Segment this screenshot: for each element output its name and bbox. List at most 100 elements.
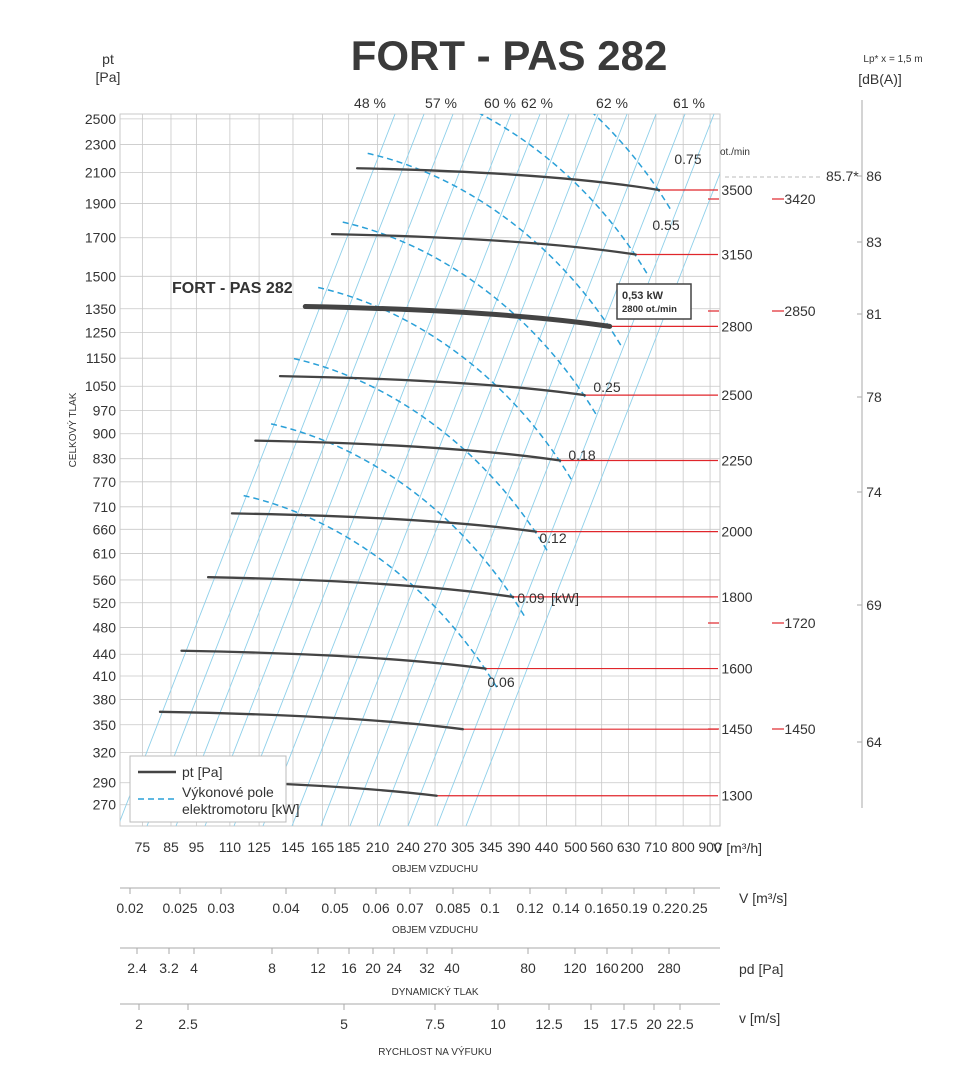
- scale-pd-tick-label: 280: [657, 960, 681, 976]
- scale-v-tick-label: 15: [583, 1016, 599, 1032]
- scale-m3s-tick-label: 0.12: [516, 900, 543, 916]
- pressure-curve-2800: [302, 304, 613, 329]
- sound-header-1: Lp* x = 1,5 m: [863, 54, 922, 65]
- x-tick-label: 85: [163, 839, 179, 855]
- y-tick-label: 270: [93, 797, 117, 813]
- legend-label-power-2: elektromotoru [kW]: [182, 801, 299, 817]
- power-curve: [243, 494, 500, 691]
- scale-m3s-tick-label: 0.03: [207, 900, 234, 916]
- y-tick-label: 1150: [86, 350, 116, 366]
- rpm-label: 2500: [721, 387, 752, 403]
- y-tick-label: 560: [93, 572, 117, 588]
- system-line: [320, 114, 599, 826]
- rpm-labels: 3500 3150 2800 2500 2250 2000 1800 1600 1450 1300: [721, 182, 752, 804]
- scale-pd-tick-label: 4: [190, 960, 198, 976]
- scale-v-tick-label: 5: [340, 1016, 348, 1032]
- y-tick-label: 1900: [85, 195, 116, 211]
- system-line: [378, 114, 657, 826]
- grid: [119, 113, 721, 827]
- rpm-label: 3500: [721, 182, 752, 198]
- y-tick-label: 2300: [85, 137, 116, 153]
- scale-m3s-tick-label: 0.04: [272, 900, 299, 916]
- x-tick-label: 75: [135, 839, 151, 855]
- sound-tick-label: 81: [866, 306, 882, 322]
- scale-v-tick-label: 7.5: [425, 1016, 445, 1032]
- sound-tick-label: 83: [866, 234, 882, 250]
- power-label: 0.75: [674, 151, 701, 167]
- curve-label: FORT - PAS 282: [172, 280, 293, 297]
- scale-pd-tick-label: 120: [563, 960, 587, 976]
- power-curve: [479, 114, 650, 277]
- power-labels: 0.75 0.55 0.25 0.18 0.12 0.09 0.06: [487, 151, 701, 690]
- system-line: [233, 114, 512, 826]
- y-axis-label-top: pt: [102, 51, 114, 67]
- power-label: 0.06: [487, 674, 514, 690]
- scale-pd-tick-label: 24: [386, 960, 402, 976]
- efficiency-label: 62 %: [521, 95, 553, 111]
- scale-pd-tick-label: 200: [620, 960, 644, 976]
- legend: pt [Pa] Výkonové pole elektromotoru [kW]: [129, 755, 299, 823]
- y-tick-label: 900: [93, 426, 117, 442]
- scale-m3s-tick-label: 0.19: [620, 900, 647, 916]
- y-tick-label: 830: [93, 451, 117, 467]
- system-line: [175, 114, 454, 826]
- y-tick-label: 2500: [85, 111, 116, 127]
- efficiency-lines: [120, 114, 720, 826]
- y-tick-label: 290: [93, 775, 117, 791]
- y-tick-label: 770: [93, 474, 117, 490]
- pressure-curve-3500: [355, 167, 661, 192]
- y-tick-label: 710: [93, 499, 117, 515]
- x-tick-label: 145: [281, 839, 305, 855]
- y-tick-label: 970: [93, 403, 117, 419]
- power-curve: [318, 286, 574, 483]
- power-curve: [270, 423, 527, 620]
- scale-m3s-tick-label: 0.14: [552, 900, 579, 916]
- scale-v-tick-label: 2.5: [178, 1016, 198, 1032]
- legend-label-pt: pt [Pa]: [182, 764, 222, 780]
- operating-point-speed: 2800 ot./min: [622, 304, 677, 315]
- scale-v-tick-label: 17.5: [610, 1016, 637, 1032]
- sound-tick-labels: 86 83 81 78 74 69 64: [725, 100, 882, 808]
- rpm-label: 3150: [721, 246, 752, 262]
- scale-v-tick-label: 20: [646, 1016, 662, 1032]
- rpm-label: 1600: [721, 661, 752, 677]
- y-tick-label: 1700: [85, 230, 116, 246]
- y-tick-label: 520: [93, 595, 117, 611]
- x-axis-unit: V [m³/h]: [713, 840, 762, 856]
- x-tick-label: 710: [644, 839, 668, 855]
- power-curve: [592, 114, 673, 213]
- power-label: 0.25: [593, 379, 620, 395]
- y-tick-label: 1050: [85, 378, 116, 394]
- efficiency-label: 61 %: [673, 95, 705, 111]
- system-line: [146, 114, 425, 826]
- power-curve: [342, 221, 599, 418]
- red-labels: 3420 2850 1720 1450: [708, 191, 816, 737]
- x-tick-label: 345: [479, 839, 503, 855]
- y-tick-label: 1250: [85, 324, 116, 340]
- x-tick-labels: 75 85 95 110 125 145 165 185 210 240 270 305 345 390 4…: [135, 839, 722, 855]
- power-curve: [293, 357, 550, 555]
- scale-m3s-tick-label: 0.07: [396, 900, 423, 916]
- power-label: 0.12: [539, 530, 566, 546]
- scale-pd-tick-label: 80: [520, 960, 536, 976]
- system-line: [465, 171, 720, 826]
- pressure-curve-2250: [254, 439, 562, 462]
- x-tick-label: 440: [535, 839, 559, 855]
- system-line: [436, 114, 715, 826]
- scale-m3s-tick-label: 0.06: [362, 900, 389, 916]
- scale-pd-tick-label: 12: [310, 960, 326, 976]
- power-label: 0.55: [652, 217, 679, 233]
- power-label: 0.18: [568, 447, 595, 463]
- system-line: [120, 114, 396, 823]
- x-tick-label: 125: [247, 839, 271, 855]
- y-tick-label: 350: [93, 717, 117, 733]
- y-tick-label: 610: [93, 546, 117, 562]
- operating-point-box: 0,53 kW 2800 ot./min: [616, 283, 692, 320]
- efficiency-label: 60 %: [484, 95, 516, 111]
- scale-m3s-tick-label: 0.22: [652, 900, 679, 916]
- y-tick-labels: 2500 2300 2100 1900 1700 1500 1350 1250 1150 1050…: [85, 111, 116, 813]
- x-tick-label: 270: [423, 839, 447, 855]
- efficiency-label: 57 %: [425, 95, 457, 111]
- pressure-curve-2000: [230, 512, 538, 533]
